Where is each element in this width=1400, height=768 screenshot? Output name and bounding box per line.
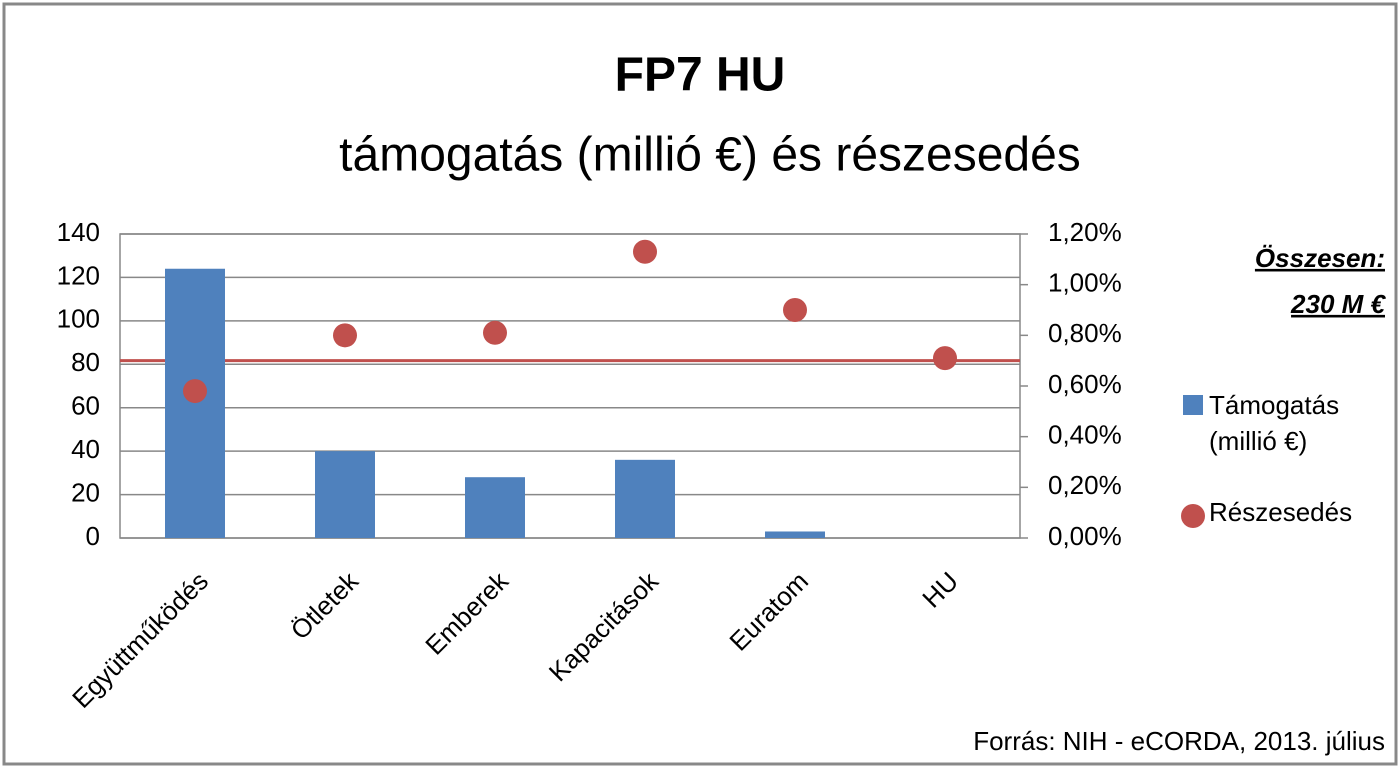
y2-tick-label: 1,20% (1048, 217, 1122, 247)
bar (315, 451, 375, 538)
y-tick-label: 100 (57, 304, 100, 334)
y2-tick-label: 0,00% (1048, 521, 1122, 551)
y-tick-label: 140 (57, 217, 100, 247)
y2-tick-label: 0,60% (1048, 369, 1122, 399)
chart-subtitle: támogatás (millió €) és részesedés (339, 129, 1081, 182)
y-tick-label: 40 (71, 434, 100, 464)
bar (165, 268, 225, 538)
bar (765, 531, 825, 538)
dot (183, 379, 207, 404)
x-tick-label: Emberek (419, 565, 514, 660)
y2-tick-label: 0,80% (1048, 318, 1122, 348)
y-tick-label: 0 (86, 521, 100, 551)
dot (933, 346, 957, 371)
y2-tick-label: 0,40% (1048, 420, 1122, 450)
x-tick-label: Euratom (723, 566, 814, 657)
dot (483, 320, 507, 345)
y-tick-label: 80 (71, 347, 100, 377)
bar (615, 459, 675, 538)
bar (465, 477, 525, 538)
legend-label: Részesedés (1209, 497, 1353, 527)
y2-tick-label: 0,20% (1048, 470, 1122, 500)
y2-tick-label: 1,00% (1048, 268, 1122, 298)
x-tick-label: Együttműködés (66, 566, 214, 714)
legend-swatch (1183, 395, 1203, 415)
legend-label: Támogatás (millió €) (1209, 390, 1340, 456)
plot-border (119, 233, 1021, 539)
y-tick-label: 60 (71, 391, 100, 421)
y-tick-label: 20 (71, 477, 100, 507)
legend-swatch (1181, 504, 1205, 528)
total-label: Összesen: (1255, 243, 1385, 273)
x-tick-label: HU (916, 566, 964, 614)
x-tick-label: Kapacitások (543, 565, 665, 687)
total-value: 230 M € (1290, 289, 1386, 319)
dot (333, 323, 357, 348)
chart-title: FP7 HU (615, 49, 786, 102)
y-tick-label: 120 (57, 260, 100, 290)
dot (633, 239, 657, 264)
x-tick-label: Ötletek (285, 565, 365, 645)
dot (783, 298, 807, 322)
source: Forrás: NIH - eCORDA, 2013. július (973, 726, 1385, 756)
